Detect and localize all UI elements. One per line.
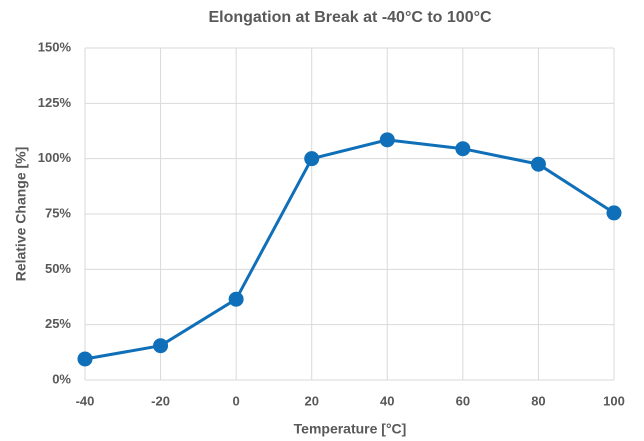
x-tick-label: 80 [531, 393, 545, 408]
x-tick-label: 0 [233, 393, 240, 408]
y-axis-label: Relative Change [%] [13, 147, 29, 282]
x-tick-label: -20 [151, 393, 170, 408]
data-point [304, 151, 320, 167]
chart-title: Elongation at Break at -40°C to 100°C [208, 9, 492, 26]
x-axis-label: Temperature [°C] [294, 421, 407, 437]
x-tick-label: 40 [380, 393, 394, 408]
x-tick-label: 20 [304, 393, 318, 408]
y-tick-label: 100% [38, 150, 72, 165]
data-point [606, 205, 622, 221]
data-point [379, 132, 395, 148]
y-tick-label: 150% [38, 39, 72, 54]
data-point [228, 291, 244, 307]
data-point [455, 141, 471, 157]
y-tick-label: 0% [52, 371, 71, 386]
y-tick-label: 75% [45, 205, 71, 220]
y-tick-label: 50% [45, 261, 71, 276]
y-tick-label: 25% [45, 316, 71, 331]
x-tick-label: 60 [456, 393, 470, 408]
data-point [530, 156, 546, 172]
data-point [77, 351, 93, 367]
x-tick-label: 100 [603, 393, 625, 408]
y-tick-label: 125% [38, 95, 72, 110]
data-point [153, 338, 169, 354]
data-line [84, 138, 615, 361]
x-tick-label: -40 [76, 393, 95, 408]
